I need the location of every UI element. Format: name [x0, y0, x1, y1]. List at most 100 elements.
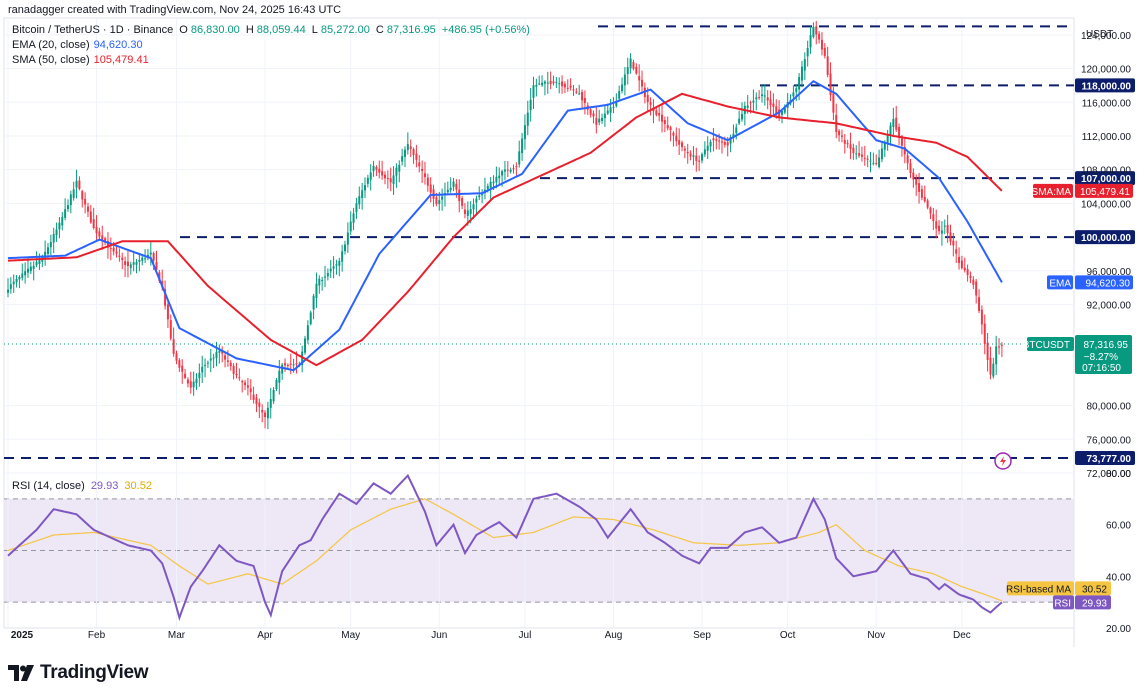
candle-body	[1000, 344, 1003, 346]
candle-body	[592, 113, 595, 117]
candle-body	[292, 364, 295, 366]
level-tag-label: 73,777.00	[1087, 454, 1132, 465]
time-tick-label: Oct	[780, 630, 796, 641]
candle-body	[518, 151, 521, 165]
candle-body	[989, 357, 992, 375]
candle-body	[32, 265, 35, 269]
candle-body	[64, 209, 67, 218]
candle-body	[598, 118, 601, 123]
candle-body	[178, 360, 181, 368]
candle-body	[998, 346, 1001, 348]
candle-body	[749, 102, 752, 104]
low-key: L	[311, 24, 318, 36]
candle-body	[318, 278, 321, 286]
candle-body	[898, 126, 901, 138]
price-tick-label: 120,000.00	[1081, 65, 1131, 76]
candle-body	[475, 198, 478, 203]
candle-body	[503, 169, 506, 172]
candle-body	[740, 113, 743, 120]
candle-body	[846, 143, 849, 145]
rsi-legend[interactable]: RSI (14, close) 29.93 30.52	[12, 480, 152, 492]
horizontal-levels[interactable]: 118,000.00 107,000.00 100,000.00 73,777.00	[4, 25, 1135, 466]
candle-body	[666, 125, 669, 129]
candle-body	[132, 262, 135, 265]
candle-body	[635, 66, 638, 74]
rsi-name-tag	[1053, 595, 1074, 610]
tradingview-logo-icon	[8, 665, 34, 681]
candle-body	[521, 138, 524, 154]
candle-body	[889, 125, 892, 135]
candle-body	[980, 309, 983, 325]
candle-body	[515, 166, 518, 168]
candle-body	[346, 232, 349, 245]
ema-line	[7, 79, 1003, 372]
candle-body	[278, 370, 281, 383]
price-tick-label: 112,000.00	[1082, 132, 1132, 143]
time-tick-label: May	[341, 630, 360, 641]
time-axis[interactable]: 2025 Feb Mar Apr May Jun Jul Aug Sep Oct Nov Dec	[11, 630, 971, 641]
candle-body	[632, 62, 635, 69]
candle-body	[232, 365, 235, 374]
candle-body	[206, 362, 209, 364]
last-price-value: 87,316.95	[1084, 340, 1129, 351]
candle-body	[995, 346, 998, 365]
candle-body	[481, 194, 484, 196]
candle-body	[583, 97, 586, 103]
candle-body	[135, 262, 138, 265]
rsi-ma-line	[7, 498, 1003, 602]
candle-body	[241, 381, 244, 383]
candle-body	[800, 66, 803, 81]
candle-body	[892, 119, 895, 128]
candle-body	[578, 93, 581, 95]
candle-body	[344, 244, 347, 252]
candle-body	[721, 141, 723, 143]
tradingview-logo[interactable]: TradingView	[8, 662, 149, 684]
low-value: 85,272.00	[320, 24, 370, 36]
candle-body	[689, 153, 692, 157]
candle-body	[532, 85, 535, 98]
candle-body	[523, 125, 526, 140]
candle-body	[209, 358, 212, 361]
candle-body	[381, 171, 384, 176]
candle-body	[461, 198, 464, 206]
rsi-line	[7, 473, 1003, 621]
candle-body	[15, 278, 18, 283]
candle-body	[335, 264, 338, 266]
candle-body	[843, 139, 846, 144]
rsi-ma-name-tag	[1007, 581, 1074, 596]
candle-body	[332, 266, 335, 269]
candle-body	[403, 149, 406, 157]
ema-legend[interactable]: EMA (20, close) 94,620.30	[12, 39, 143, 51]
candle-body	[61, 217, 64, 226]
candle-body	[698, 160, 701, 162]
candle-body	[783, 106, 786, 113]
candle-body	[112, 247, 115, 252]
symbol-legend[interactable]: Bitcoin / TetherUS · 1D · Binance O 86,83…	[12, 24, 533, 36]
candle-body	[852, 147, 855, 154]
sma-legend[interactable]: SMA (50, close) 105,479.41	[12, 54, 149, 66]
price-tick-label: 96,000.00	[1087, 267, 1132, 278]
ma-name-tag	[1033, 183, 1073, 198]
candle-body	[26, 268, 29, 273]
rsi-tick-label: 20.00	[1106, 624, 1131, 635]
candle-body	[769, 99, 772, 106]
alert-icon[interactable]	[994, 452, 1012, 470]
rsi-axis[interactable]: 80.00 60.00 40.00 20.00 30.52 RSI-based MA 29.…	[1006, 469, 1131, 635]
candle-body	[546, 82, 549, 84]
candle-body	[623, 74, 626, 86]
candle-body	[138, 259, 141, 262]
candle-body	[338, 260, 341, 266]
candle-body	[169, 320, 172, 339]
time-tick-label: Feb	[88, 630, 106, 641]
level-tag-label: 107,000.00	[1081, 174, 1131, 185]
candle-body	[918, 183, 921, 192]
rsi-value-tag	[1075, 595, 1111, 610]
rsi-tick-label: 80.00	[1106, 469, 1131, 480]
time-tick-label: Jun	[431, 630, 447, 641]
candle-body	[703, 149, 706, 155]
change-value: +486.95 (+0.56%)	[441, 24, 530, 36]
candle-body	[806, 47, 809, 57]
candle-body	[646, 95, 649, 103]
